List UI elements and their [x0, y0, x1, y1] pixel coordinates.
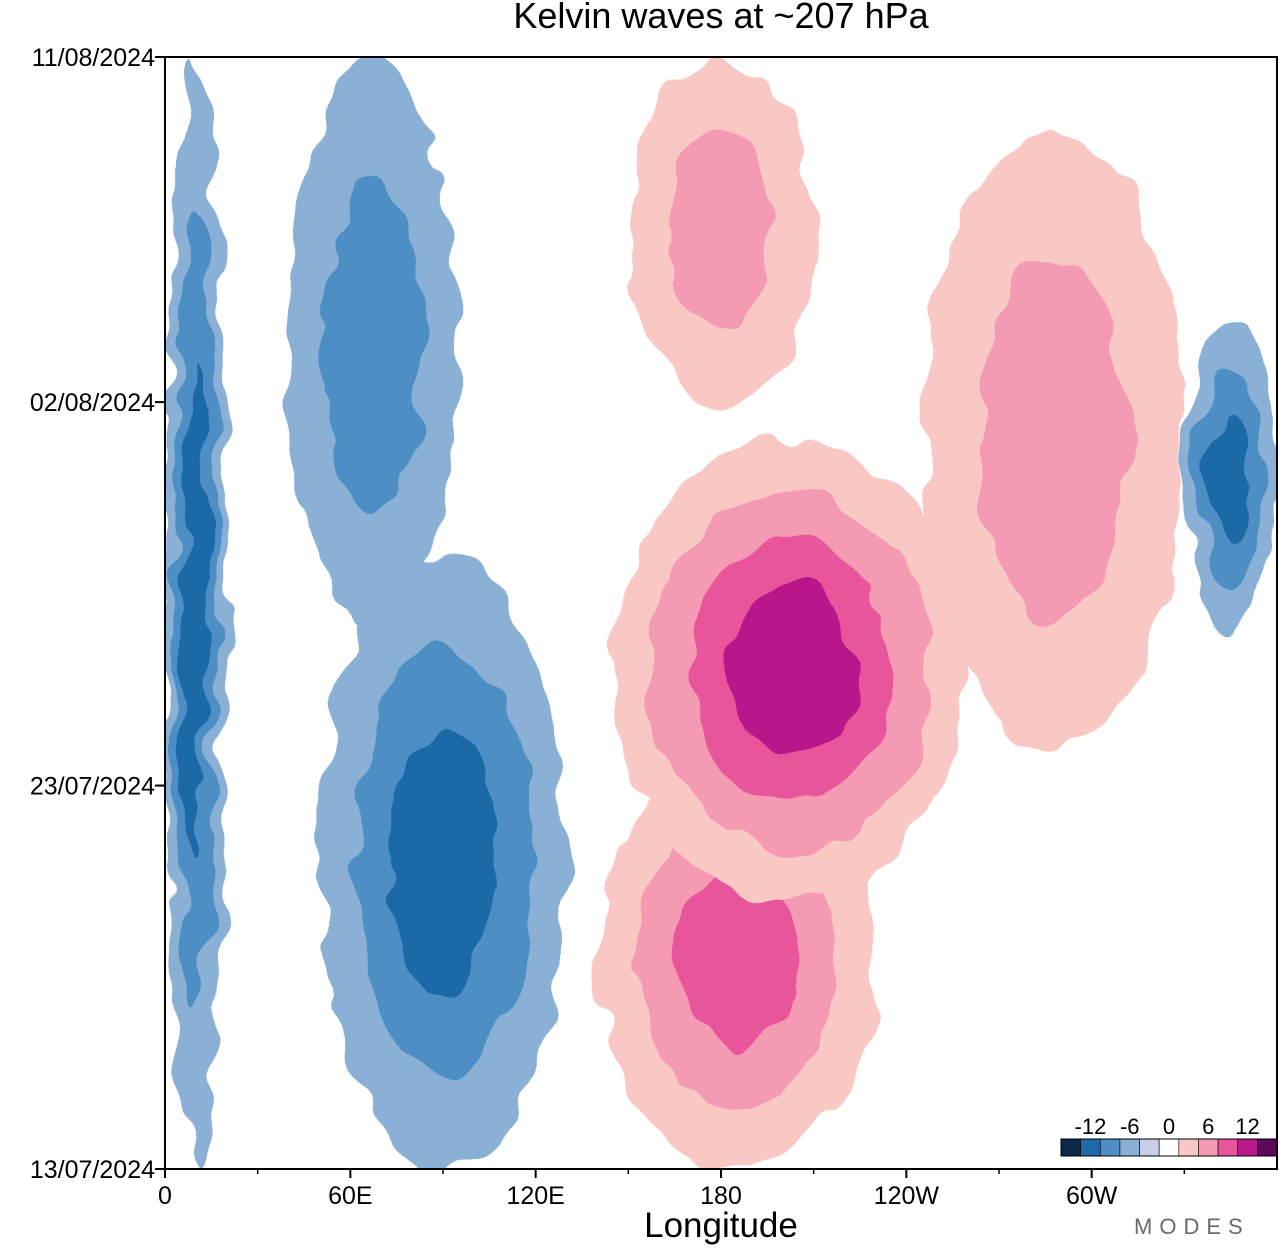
contour-level	[182, 372, 210, 854]
anomaly-negative-7	[1184, 325, 1277, 633]
x-tick-label: 180	[700, 1182, 742, 1210]
x-axis-title: Longitude	[644, 1206, 798, 1245]
x-tick-label: 0	[158, 1182, 172, 1210]
anomaly-negative-0	[165, 57, 227, 1169]
colorbar-tick-label: 12	[1235, 1114, 1259, 1139]
y-axis: 13/07/2024 23/07/2024 02/08/2024 11/08/2024	[30, 44, 165, 1184]
x-tick-label: 120W	[874, 1182, 940, 1210]
contour-level	[726, 587, 855, 754]
colorbar-swatch	[1099, 1138, 1121, 1157]
y-tick-label: 13/07/2024	[30, 1156, 155, 1184]
colorbar-swatch	[1158, 1138, 1180, 1157]
colorbar-swatch	[1257, 1138, 1278, 1157]
contour-level	[667, 130, 775, 329]
colorbar-swatch	[1178, 1138, 1199, 1157]
colorbar-tick-label: -6	[1120, 1114, 1140, 1139]
chart-title: Kelvin waves at ~207 hPa	[513, 0, 929, 36]
watermark-logo: MODES	[1134, 1214, 1250, 1239]
colorbar-swatch	[1198, 1138, 1219, 1157]
colorbar-tick-label: -12	[1075, 1114, 1107, 1139]
colorbar-swatch	[1080, 1138, 1101, 1157]
anomaly-negative-2	[319, 555, 567, 1169]
contour-level	[1210, 412, 1251, 546]
colorbar: -12 -6 0 6 12	[1060, 1114, 1278, 1157]
colorbar-swatch	[1237, 1138, 1258, 1157]
colorbar-tick-label: 0	[1163, 1114, 1175, 1139]
colorbar-swatch	[1060, 1138, 1081, 1157]
y-tick-label: 11/08/2024	[32, 44, 155, 72]
colorbar-swatch	[1119, 1138, 1140, 1157]
contour-level	[977, 264, 1129, 617]
anomaly-field	[165, 57, 1277, 1169]
anomaly-negative-1	[288, 57, 459, 633]
plot-area	[165, 57, 1277, 1169]
anomaly-positive-6	[921, 133, 1185, 748]
contour-level	[676, 866, 797, 1050]
colorbar-frame	[1060, 1138, 1278, 1157]
x-tick-label: 60W	[1066, 1182, 1118, 1210]
y-tick-label: 23/07/2024	[30, 773, 155, 801]
anomaly-positive-5	[628, 57, 814, 403]
x-tick-label: 60E	[328, 1182, 372, 1210]
colorbar-tick-label: 6	[1202, 1114, 1214, 1139]
contour-level	[389, 729, 497, 996]
y-tick-label: 02/08/2024	[30, 389, 155, 417]
x-axis: 0 60E 120E 180 120W 60W	[158, 1169, 1186, 1210]
colorbar-swatch	[1217, 1138, 1239, 1157]
x-tick-label: 120E	[506, 1182, 564, 1210]
colorbar-swatch	[1139, 1138, 1160, 1157]
anomaly-positive-4	[612, 440, 969, 901]
contour-level	[324, 179, 423, 510]
